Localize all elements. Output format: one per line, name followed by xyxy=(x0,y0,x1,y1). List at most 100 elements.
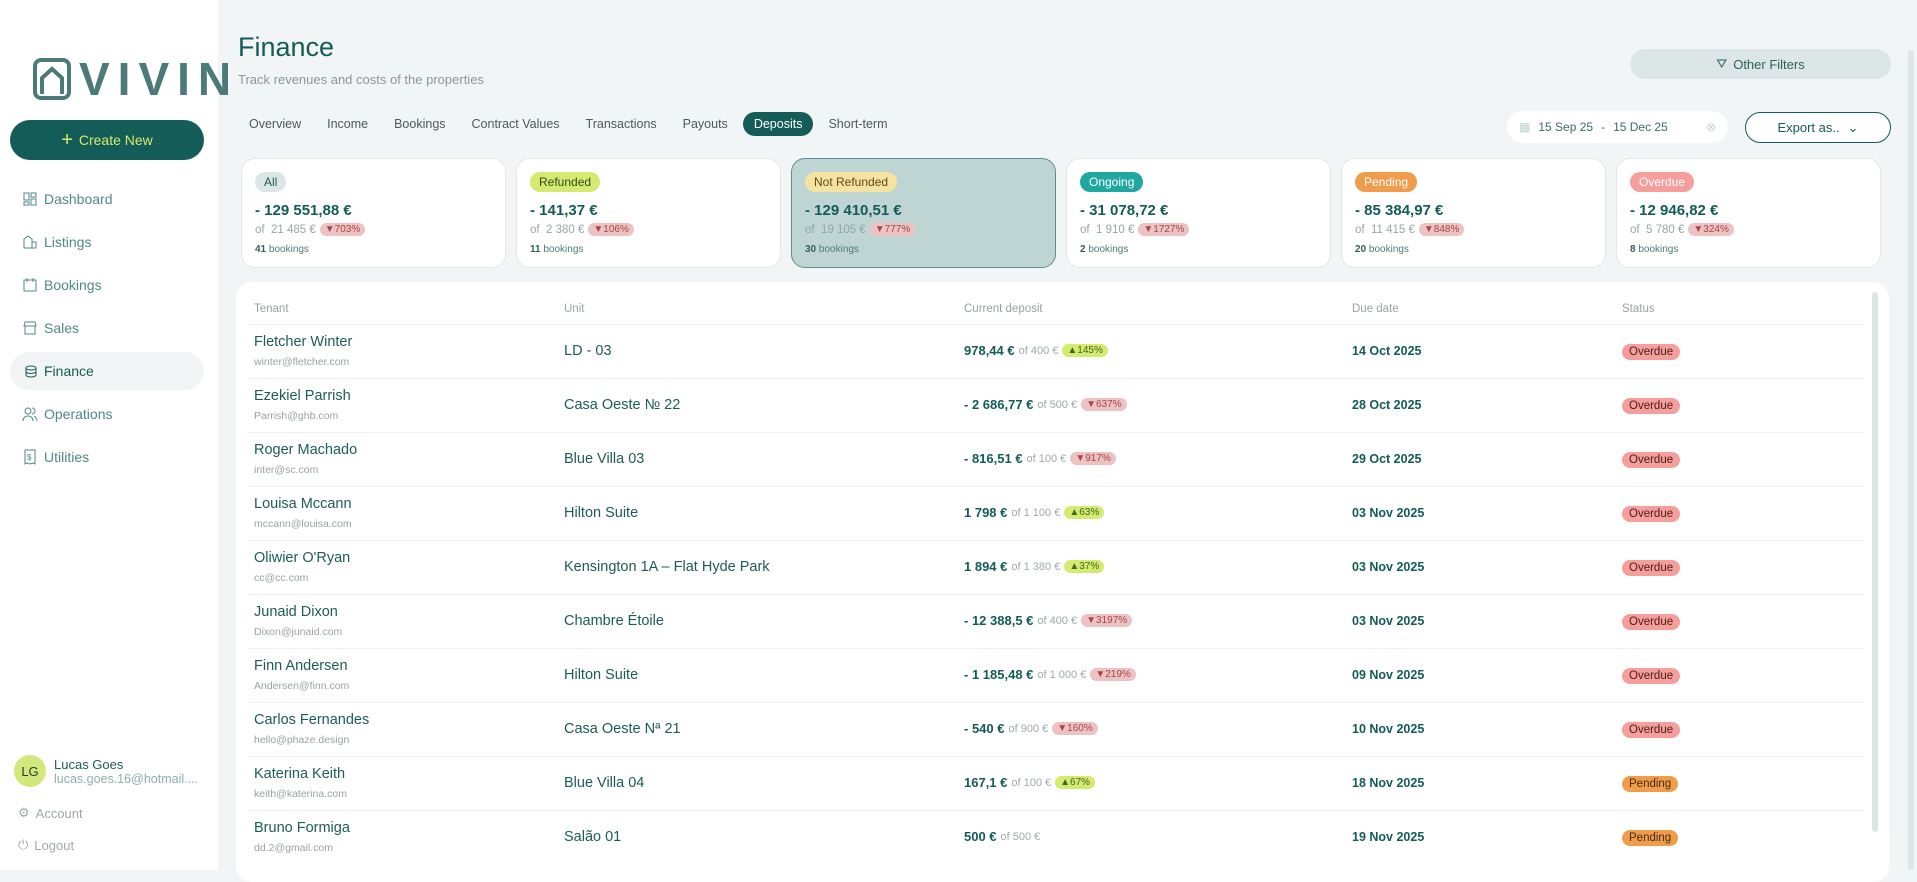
tenant-email: winter@fletcher.com xyxy=(254,356,350,368)
due-date: 09 Nov 2025 xyxy=(1352,668,1425,682)
status-badge: Overdue xyxy=(1622,560,1681,576)
card-of: of 19 105 € xyxy=(805,223,866,236)
table-row[interactable]: Oliwier O'Ryan cc@cc.com Kensington 1A –… xyxy=(248,540,1864,594)
card-of: of 1 910 € xyxy=(1080,223,1135,236)
current-deposit: - 540 € of 900 € ▼160% xyxy=(964,721,1098,736)
card-amount: - 129 410,51 € xyxy=(805,202,902,219)
sidebar-item-sales[interactable]: Sales xyxy=(10,309,204,347)
deposit-value: - 1 185,48 € xyxy=(964,667,1034,682)
card-pct-badge: ▼703% xyxy=(319,223,366,236)
card-refunded[interactable]: Refunded - 141,37 € of 2 380 € ▼106% 11 b… xyxy=(516,158,781,268)
card-of: of 2 380 € xyxy=(530,223,585,236)
status-badge: Overdue xyxy=(1622,452,1681,468)
sidebar-item-listings[interactable]: Listings xyxy=(10,223,204,261)
card-bookings-label: bookings xyxy=(1638,244,1679,255)
table-row[interactable]: Finn Andersen Andersen@finn.com Hilton S… xyxy=(248,648,1864,702)
current-deposit: 1 798 € of 1 100 € ▲63% xyxy=(964,505,1105,520)
other-filters-button[interactable]: ⛛ Other Filters xyxy=(1630,49,1891,79)
sidebar-item-bookings[interactable]: Bookings xyxy=(10,266,204,304)
logout-link[interactable]: ⏻ Logout xyxy=(18,837,74,853)
calendar-icon: ▦ xyxy=(1519,120,1531,134)
sidebar-item-label: Finance xyxy=(44,363,94,379)
sidebar-item-finance[interactable]: Finance xyxy=(10,352,204,390)
card-all[interactable]: All - 129 551,88 € of 21 485 € ▼703% 41 b… xyxy=(241,158,506,268)
tab-short-term[interactable]: Short-term xyxy=(828,117,888,131)
current-deposit: 500 € of 500 € xyxy=(964,829,1040,844)
finance-tabs: Overview Income Bookings Contract Values Tra… xyxy=(238,112,899,136)
card-count: 11 xyxy=(530,244,541,255)
card-overdue[interactable]: Overdue - 12 946,82 € of 5 780 € ▼324% 8 … xyxy=(1616,158,1881,268)
table-scrollbar[interactable] xyxy=(1872,292,1878,832)
date-separator: - xyxy=(1601,120,1606,134)
logo: VIVIN xyxy=(33,56,239,102)
table-row[interactable]: Carlos Fernandes hello@phaze.design Casa… xyxy=(248,702,1864,756)
house-logo-icon xyxy=(33,58,71,100)
tab-transactions[interactable]: Transactions xyxy=(585,117,657,131)
column-header-unit: Unit xyxy=(564,303,585,315)
gear-icon: ⚙ xyxy=(18,805,30,820)
card-amount: - 141,37 € xyxy=(530,202,598,219)
due-date: 19 Nov 2025 xyxy=(1352,830,1425,844)
tab-bookings[interactable]: Bookings xyxy=(394,117,446,131)
card-pct-badge: ▼848% xyxy=(1418,223,1465,236)
tenant-email: cc@cc.com xyxy=(254,572,309,584)
tenant-email: Parrish@ghb.com xyxy=(254,410,339,422)
card-not-refunded[interactable]: Not Refunded - 129 410,51 € of 19 105 € ▼… xyxy=(791,158,1056,268)
tab-deposits[interactable]: Deposits xyxy=(742,112,814,136)
create-new-button[interactable]: + Create New xyxy=(10,120,204,160)
export-button[interactable]: Export as.. ⌄ xyxy=(1745,112,1891,143)
logout-label: Logout xyxy=(34,837,75,853)
card-ongoing[interactable]: Ongoing - 31 078,72 € of 1 910 € ▼1727% 2… xyxy=(1066,158,1331,268)
deposit-of: of 500 € xyxy=(1037,398,1078,411)
due-date: 14 Oct 2025 xyxy=(1352,344,1422,358)
account-link[interactable]: ⚙ Account xyxy=(18,805,83,821)
tenant-email: keith@katerina.com xyxy=(254,788,347,800)
power-icon: ⏻ xyxy=(18,837,29,852)
deposit-value: - 540 € xyxy=(964,721,1005,736)
card-amount: - 129 551,88 € xyxy=(255,202,352,219)
sidebar-item-label: Dashboard xyxy=(44,191,113,207)
deposit-pct-badge: ▼917% xyxy=(1070,452,1116,465)
status-badge: Overdue xyxy=(1622,722,1681,738)
sidebar-item-dashboard[interactable]: Dashboard xyxy=(10,180,204,218)
user-profile[interactable]: LG Lucas Goes lucas.goes.16@hotmail.... xyxy=(14,755,198,787)
due-date: 10 Nov 2025 xyxy=(1352,722,1425,736)
unit-name: Salão 01 xyxy=(564,829,622,845)
table-row[interactable]: Bruno Formiga dd.2@gmail.com Salão 01 50… xyxy=(248,810,1864,864)
unit-name: Blue Villa 04 xyxy=(564,775,645,791)
table-row[interactable]: Louisa Mccann mccann@louisa.com Hilton S… xyxy=(248,486,1864,540)
deposit-value: 978,44 € xyxy=(964,343,1015,358)
card-chip: Not Refunded xyxy=(805,172,898,192)
tab-overview[interactable]: Overview xyxy=(249,117,302,131)
avatar: LG xyxy=(14,755,46,787)
date-to: 15 Dec 25 xyxy=(1613,120,1668,134)
table-row[interactable]: Roger Machado inter@sc.com Blue Villa 03… xyxy=(248,432,1864,486)
page-scrollbar[interactable] xyxy=(1908,50,1914,870)
clear-date-icon[interactable]: ⊗ xyxy=(1705,120,1716,134)
tenant-name: Junaid Dixon xyxy=(254,604,338,620)
store-icon xyxy=(23,321,37,335)
receipt-icon: $ xyxy=(24,449,36,465)
table-row[interactable]: Katerina Keith keith@katerina.com Blue V… xyxy=(248,756,1864,810)
tab-income[interactable]: Income xyxy=(327,117,369,131)
status-badge: Overdue xyxy=(1622,398,1681,414)
table-row[interactable]: Ezekiel Parrish Parrish@ghb.com Casa Oes… xyxy=(248,378,1864,432)
tenant-name: Oliwier O'Ryan xyxy=(254,550,351,566)
deposit-value: 1 798 € xyxy=(964,505,1008,520)
tenant-email: mccann@louisa.com xyxy=(254,518,352,530)
date-range-picker[interactable]: ▦ 15 Sep 25 - 15 Dec 25 ⊗ xyxy=(1507,111,1728,143)
card-pending[interactable]: Pending - 85 384,97 € of 11 415 € ▼848% 2… xyxy=(1341,158,1606,268)
sidebar-item-utilities[interactable]: $ Utilities xyxy=(10,438,204,476)
table-row[interactable]: Junaid Dixon Dixon@junaid.com Chambre Ét… xyxy=(248,594,1864,648)
tab-payouts[interactable]: Payouts xyxy=(682,117,728,131)
sidebar-item-label: Listings xyxy=(44,234,92,250)
sidebar-item-operations[interactable]: Operations xyxy=(10,395,204,433)
deposit-pct-badge: ▼3197% xyxy=(1081,614,1133,627)
unit-name: Blue Villa 03 xyxy=(564,451,645,467)
deposit-value: 1 894 € xyxy=(964,559,1008,574)
tab-contract-values[interactable]: Contract Values xyxy=(471,117,560,131)
sidebar-item-label: Utilities xyxy=(44,449,90,465)
table-row[interactable]: Fletcher Winter winter@fletcher.com LD -… xyxy=(248,324,1864,378)
deposit-pct-badge: ▼637% xyxy=(1081,398,1127,411)
card-bookings-label: bookings xyxy=(818,244,859,255)
